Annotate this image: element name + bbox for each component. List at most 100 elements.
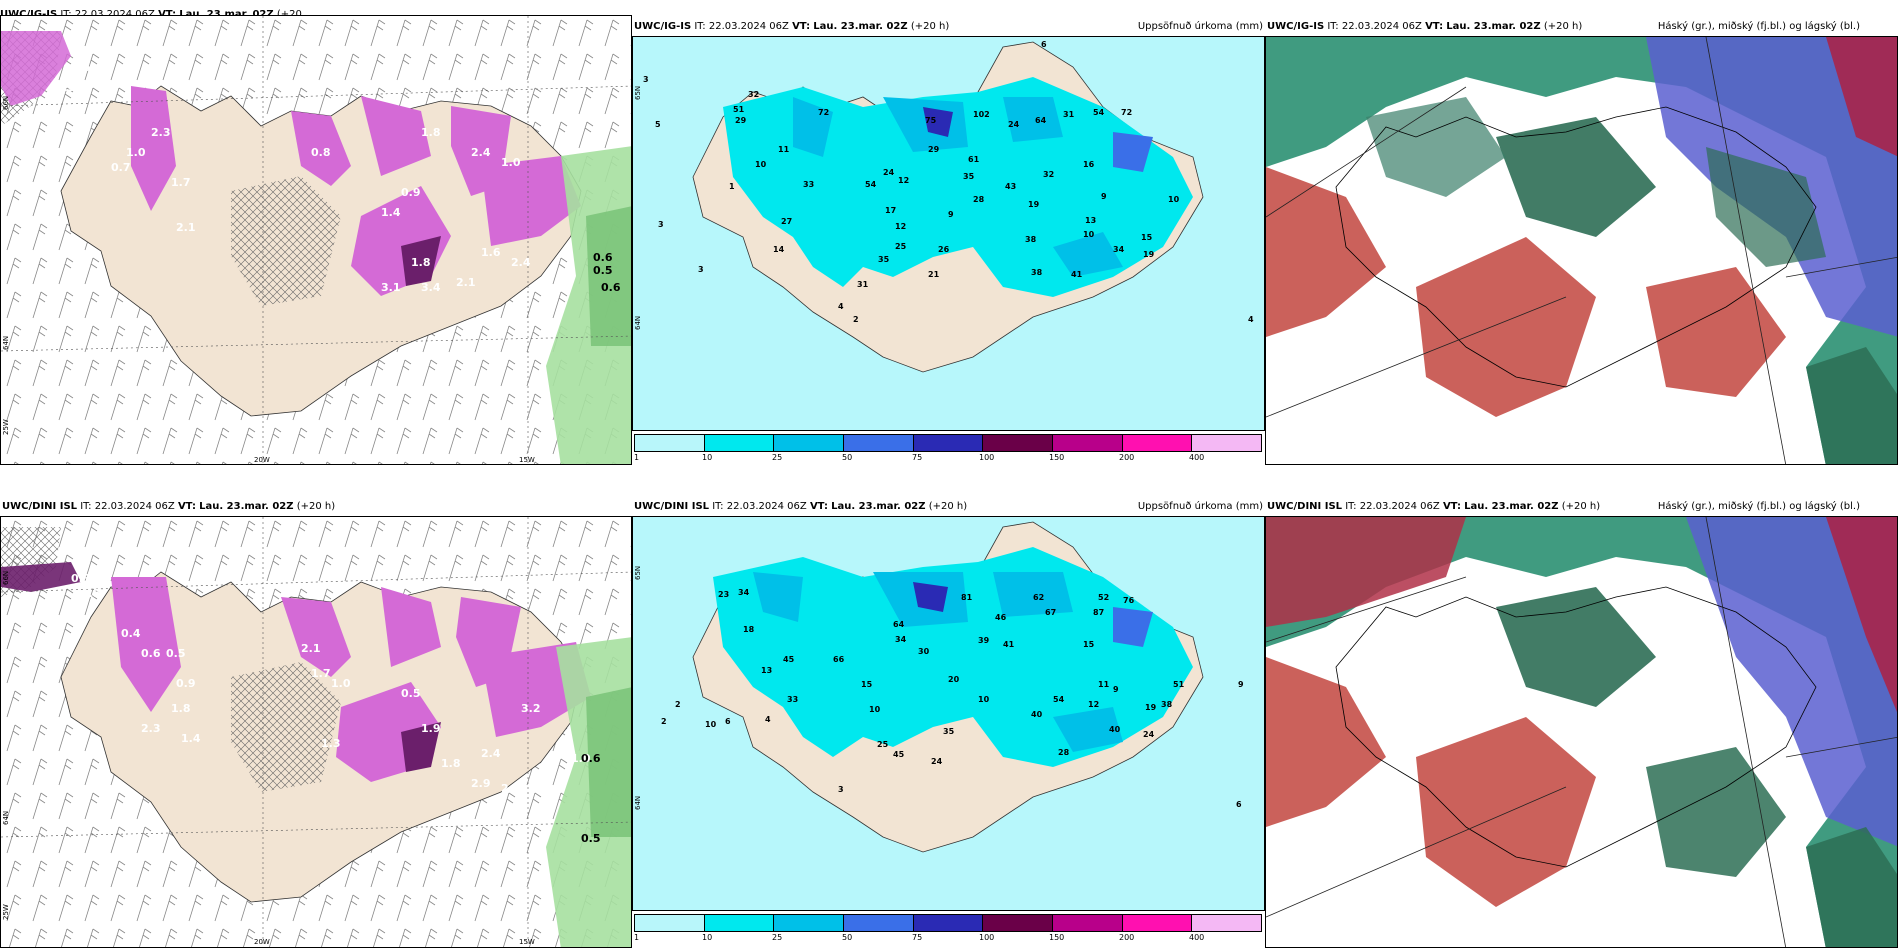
precip-number: 34 xyxy=(895,635,907,644)
header-vt: Lau. 23.mar. 02Z xyxy=(179,9,274,20)
precip-number: 61 xyxy=(968,155,980,164)
axis-label-64n: 64N xyxy=(634,315,642,330)
axis-label-20w: 20W xyxy=(254,938,270,946)
axis-label-64n: 64N xyxy=(2,810,10,825)
colorbar-tick: 400 xyxy=(1189,453,1205,462)
precip-number: 13 xyxy=(761,666,772,675)
colorbar-tick: 75 xyxy=(912,453,923,462)
precip-number: 87 xyxy=(1093,608,1104,617)
axis-label-65n: 65N xyxy=(634,85,642,100)
panel-header: UWC/IG-IS IT: 22.03.2024 06Z VT: Lau. 23… xyxy=(634,21,949,33)
precip-number: 2 xyxy=(853,315,859,324)
panel-header: UWC/IG-IS IT: 22.03.2024 06Z VT: Lau. 23… xyxy=(1267,21,1582,33)
precip-number: 38 xyxy=(1025,235,1037,244)
panel-title: Háský (gr.), miðský (fj.bl.) og lágský (… xyxy=(1657,21,1860,32)
snow-depth-label: 0.8 xyxy=(311,146,331,159)
precip-number: 13 xyxy=(1085,216,1096,225)
axis-label-15w: 15W xyxy=(519,456,535,464)
colorbar-swatch xyxy=(774,915,845,931)
map-frame: 0.3 0.6 2.3 1.0 0.7 1.7 2.1 1.4 0.9 1.8 2.4 1.0 0.8 1… xyxy=(0,15,632,465)
snow-depth-label: 0.5 xyxy=(593,264,613,277)
colorbar-swatch xyxy=(704,435,775,451)
panel-header: UWC/DINI ISL IT: 22.03.2024 06Z VT: Lau.… xyxy=(634,501,967,513)
precip-number: 5 xyxy=(655,120,661,129)
precip-number: 34 xyxy=(738,588,750,597)
precip-number: 4 xyxy=(838,302,844,311)
cloud-map xyxy=(1266,37,1897,464)
colorbar-tick: 1 xyxy=(634,453,640,462)
precip-number: 15 xyxy=(1083,640,1095,649)
snow-depth-label: 1.4 xyxy=(181,732,201,745)
snow-depth-label: 0.5 xyxy=(401,687,421,700)
snow-depth-label: 1.6 xyxy=(481,246,501,259)
precip-number: 28 xyxy=(1058,748,1070,757)
colorbar-swatch xyxy=(913,435,984,451)
snow-depth-label: 3.1 xyxy=(381,281,401,294)
snow-depth-label: 1.0 xyxy=(571,752,591,765)
header-it: IT: 22.03.2024 06Z xyxy=(694,21,789,32)
snow-depth-label: 2.3 xyxy=(141,722,161,735)
snow-depth-label: 0.4 xyxy=(121,627,141,640)
header-vt: Lau. 23.mar. 02Z xyxy=(1446,21,1541,32)
panel-precip-dini: UWC/DINI ISL IT: 22.03.2024 06Z VT: Lau.… xyxy=(632,480,1265,950)
precip-number: 51 xyxy=(733,105,745,114)
precip-number: 35 xyxy=(943,727,955,736)
header-lead: (+20 h) xyxy=(910,21,950,32)
snow-depth-label: 0.5 xyxy=(166,647,186,660)
precip-number: 46 xyxy=(995,613,1007,622)
precip-number: 19 xyxy=(1145,703,1157,712)
header-vt: Lau. 23.mar. 02Z xyxy=(199,501,294,512)
snow-depth-label: 2.4 xyxy=(471,146,491,159)
colorbar-tick: 1 xyxy=(634,933,640,942)
precip-number: 16 xyxy=(1083,160,1095,169)
precip-number: 25 xyxy=(895,242,907,251)
colorbar-tick: 25 xyxy=(772,453,783,462)
colorbar-swatch xyxy=(913,915,984,931)
snow-depth-label: 1.0 xyxy=(331,677,351,690)
precip-number: 38 xyxy=(1161,700,1173,709)
colorbar-swatch xyxy=(1122,915,1193,931)
colorbar-swatch xyxy=(635,915,705,931)
precip-number: 11 xyxy=(778,145,790,154)
precip-number: 9 xyxy=(1113,685,1119,694)
precip-number: 12 xyxy=(895,222,906,231)
precip-number: 24 xyxy=(883,168,895,177)
precip-number: 4 xyxy=(765,715,771,724)
precip-number: 34 xyxy=(1113,245,1125,254)
precip-number: 19 xyxy=(1143,250,1155,259)
precip-number: 29 xyxy=(928,145,940,154)
snow-depth-label: 0.6 xyxy=(141,647,161,660)
precip-number: 9 xyxy=(1238,680,1244,689)
colorbar-swatch xyxy=(983,915,1054,931)
snow-depth-label: 0.5 xyxy=(581,832,601,845)
colorbar-swatch xyxy=(1053,435,1123,451)
header-vt-label: VT: xyxy=(177,501,196,512)
precip-number: 17 xyxy=(885,206,896,215)
precip-number: 21 xyxy=(928,270,940,279)
panel-clouds-igis: UWC/IG-IS IT: 22.03.2024 06Z VT: Lau. 23… xyxy=(1265,0,1900,465)
header-vt: Lau. 23.mar. 02Z xyxy=(1464,501,1559,512)
precip-number: 25 xyxy=(877,740,889,749)
precip-number: 1 xyxy=(729,182,735,191)
precip-number: 39 xyxy=(978,636,990,645)
precip-number: 33 xyxy=(803,180,814,189)
precip-number: 67 xyxy=(1045,608,1056,617)
precip-number: 3 xyxy=(658,220,664,229)
axis-label-25w: 25W xyxy=(2,419,10,435)
colorbar-tick: 50 xyxy=(842,453,853,462)
precip-number: 29 xyxy=(735,116,747,125)
snow-depth-label: 2.1 xyxy=(301,642,321,655)
colorbar-swatch xyxy=(1053,915,1123,931)
snow-depth-label: 3.2 xyxy=(521,702,541,715)
colorbar-swatch xyxy=(1192,915,1262,931)
precip-number: 14 xyxy=(773,245,785,254)
panel-header: UWC/DINI ISL IT: 22.03.2024 06Z VT: Lau.… xyxy=(2,501,335,513)
precip-number: 24 xyxy=(1143,730,1155,739)
header-vt: Lau. 23.mar. 02Z xyxy=(831,501,926,512)
snow-depth-label: 1.0 xyxy=(126,146,146,159)
panel-snow-dini: UWC/DINI ISL IT: 22.03.2024 06Z VT: Lau.… xyxy=(0,480,632,950)
colorbar-tick: 100 xyxy=(979,453,995,462)
precip-number: 28 xyxy=(973,195,985,204)
precip-number: 6 xyxy=(725,717,731,726)
header-vt: Lau. 23.mar. 02Z xyxy=(813,21,908,32)
